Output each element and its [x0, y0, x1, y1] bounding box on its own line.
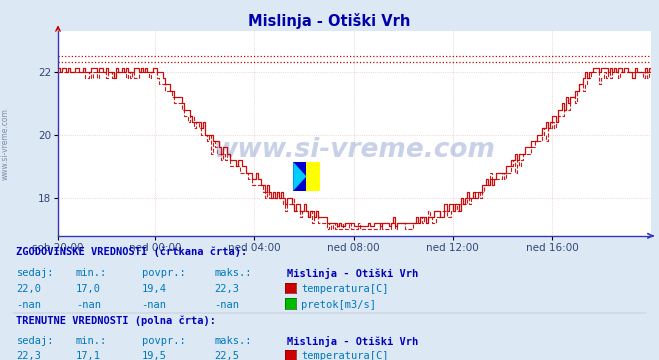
Text: maks.:: maks.: — [214, 268, 252, 278]
Text: temperatura[C]: temperatura[C] — [301, 284, 389, 294]
Text: 19,5: 19,5 — [142, 351, 167, 360]
Text: temperatura[C]: temperatura[C] — [301, 351, 389, 360]
Text: povpr.:: povpr.: — [142, 336, 185, 346]
Text: 22,3: 22,3 — [16, 351, 42, 360]
Text: 22,5: 22,5 — [214, 351, 239, 360]
Text: www.si-vreme.com: www.si-vreme.com — [214, 136, 496, 163]
Text: Mislinja - Otiški Vrh: Mislinja - Otiški Vrh — [248, 13, 411, 28]
Text: 17,0: 17,0 — [76, 284, 101, 294]
Text: 22,0: 22,0 — [16, 284, 42, 294]
Text: -nan: -nan — [76, 300, 101, 310]
Text: Mislinja - Otiški Vrh: Mislinja - Otiški Vrh — [287, 268, 418, 279]
Text: ZGODOVINSKE VREDNOSTI (črtkana črta):: ZGODOVINSKE VREDNOSTI (črtkana črta): — [16, 247, 248, 257]
Text: 22,3: 22,3 — [214, 284, 239, 294]
Text: pretok[m3/s]: pretok[m3/s] — [301, 300, 376, 310]
Text: min.:: min.: — [76, 336, 107, 346]
Text: Mislinja - Otiški Vrh: Mislinja - Otiški Vrh — [287, 336, 418, 347]
Text: maks.:: maks.: — [214, 336, 252, 346]
Text: TRENUTNE VREDNOSTI (polna črta):: TRENUTNE VREDNOSTI (polna črta): — [16, 315, 216, 325]
Text: -nan: -nan — [16, 300, 42, 310]
Bar — [306, 162, 320, 191]
Text: sedaj:: sedaj: — [16, 336, 54, 346]
Text: -nan: -nan — [142, 300, 167, 310]
Text: www.si-vreme.com: www.si-vreme.com — [1, 108, 10, 180]
Bar — [293, 162, 306, 191]
Text: 19,4: 19,4 — [142, 284, 167, 294]
Text: min.:: min.: — [76, 268, 107, 278]
Text: sedaj:: sedaj: — [16, 268, 54, 278]
Text: povpr.:: povpr.: — [142, 268, 185, 278]
Polygon shape — [293, 162, 306, 191]
Text: -nan: -nan — [214, 300, 239, 310]
Text: 17,1: 17,1 — [76, 351, 101, 360]
